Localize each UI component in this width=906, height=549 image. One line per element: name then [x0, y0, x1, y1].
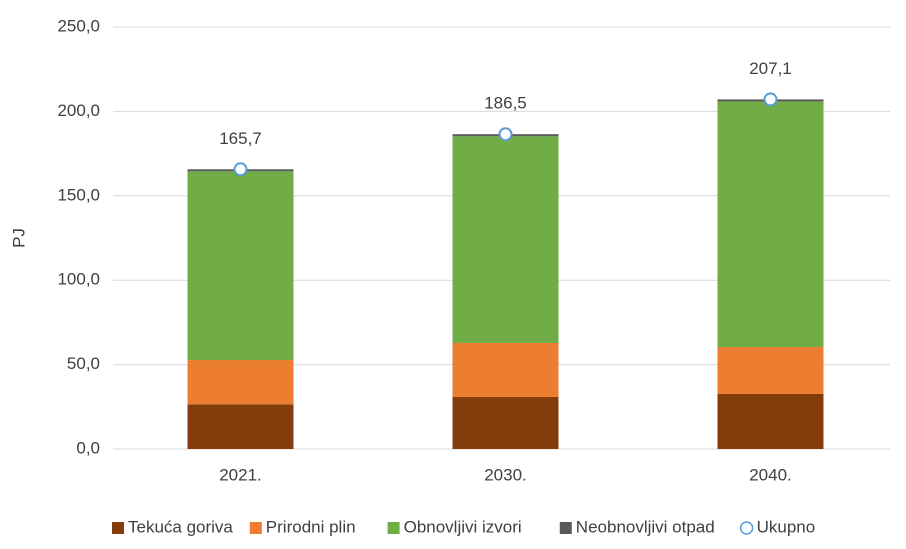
y-tick-label: 100,0: [57, 270, 100, 289]
legend-swatch: [387, 522, 400, 534]
legend-swatch: [559, 522, 572, 534]
x-tick-label: 2030.: [484, 465, 527, 484]
y-tick-label: 150,0: [57, 185, 100, 204]
bar-segment: [717, 101, 824, 348]
bar-segment: [187, 404, 294, 449]
legend-label: Obnovljivi izvori: [404, 517, 522, 536]
bar-segment: [717, 393, 824, 449]
legend-label: Tekuća goriva: [128, 517, 233, 536]
bar-segment: [452, 342, 559, 398]
y-tick-label: 200,0: [57, 101, 100, 120]
bar-segment: [187, 360, 294, 405]
legend-swatch: [112, 522, 124, 534]
legend-marker: [739, 521, 754, 535]
bar-segment: [717, 347, 824, 394]
bar-segment: [187, 171, 294, 361]
total-marker: [763, 92, 778, 107]
total-marker: [233, 162, 248, 177]
data-label: 207,1: [749, 59, 792, 78]
x-tick-label: 2040.: [749, 465, 792, 484]
data-label: 165,7: [219, 129, 262, 148]
y-tick-label: 250,0: [57, 16, 100, 35]
data-label: 186,5: [484, 94, 527, 113]
bar-segment: [452, 136, 559, 343]
y-tick-label: 50,0: [67, 354, 100, 373]
total-marker: [498, 127, 513, 142]
legend-label: Ukupno: [757, 517, 816, 536]
y-tick-label: 0,0: [76, 438, 100, 457]
legend-label: Prirodni plin: [266, 517, 356, 536]
legend-swatch: [249, 522, 262, 534]
x-tick-label: 2021.: [219, 465, 262, 484]
bar-segment: [452, 397, 559, 449]
legend-label: Neobnovljivi otpad: [576, 517, 715, 536]
y-axis-label: PJ: [9, 228, 28, 248]
